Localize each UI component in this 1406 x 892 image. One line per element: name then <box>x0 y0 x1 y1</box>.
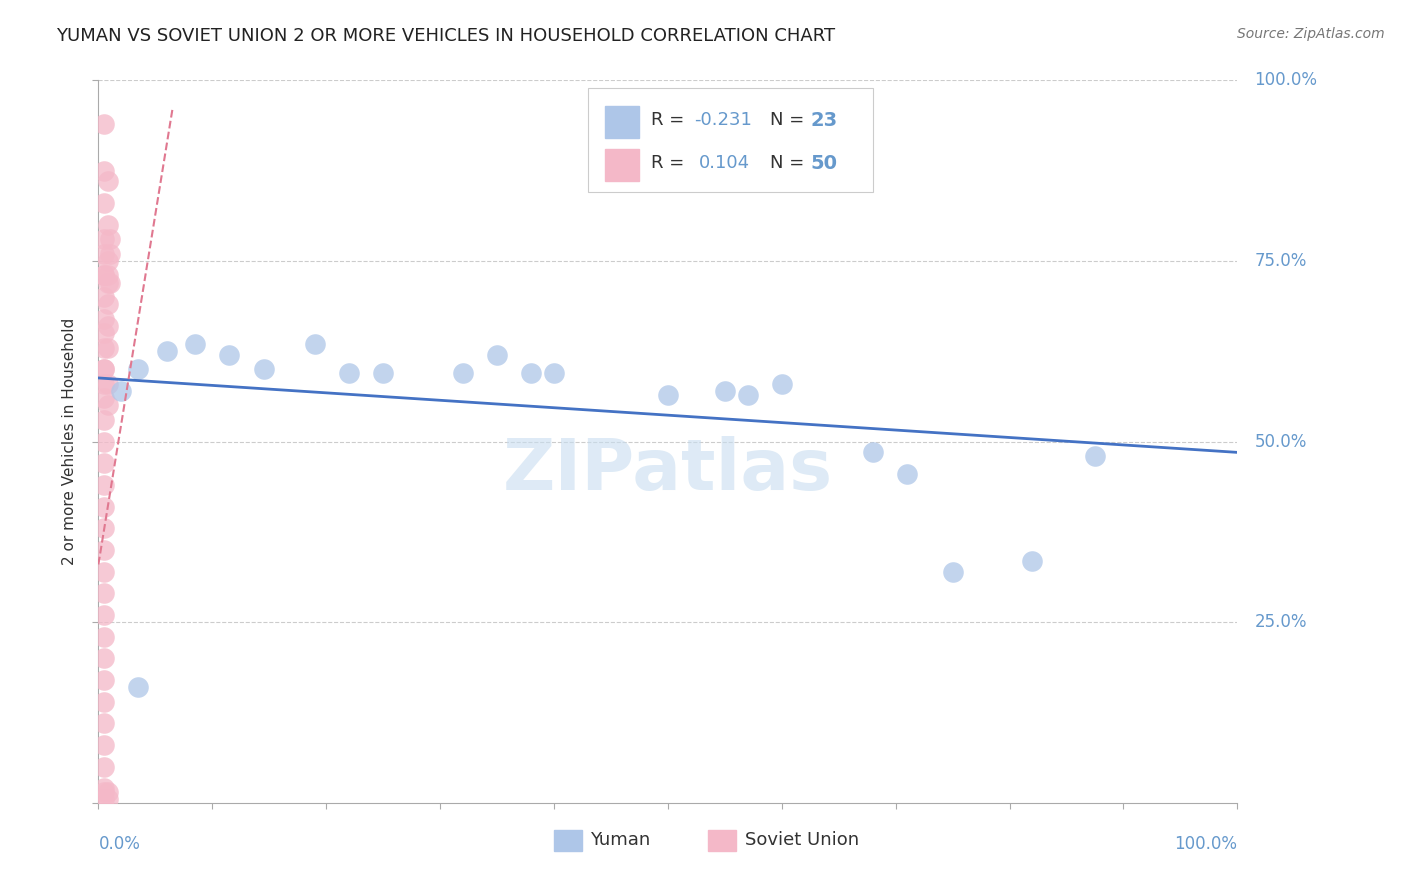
Point <box>770 376 793 391</box>
Point <box>127 680 149 694</box>
Text: Yuman: Yuman <box>591 831 651 849</box>
Point <box>93 434 115 449</box>
Point <box>98 232 121 246</box>
Point <box>714 384 737 398</box>
Point <box>96 218 118 232</box>
Point <box>1084 449 1107 463</box>
Point <box>98 246 121 260</box>
Point <box>93 792 115 806</box>
Point <box>96 376 118 391</box>
Text: 75.0%: 75.0% <box>1254 252 1306 270</box>
Point <box>96 318 118 333</box>
Text: N =: N = <box>770 154 810 172</box>
Point <box>896 467 918 481</box>
Point <box>93 607 115 622</box>
Point <box>93 651 115 665</box>
Point <box>93 326 115 340</box>
Text: 0.104: 0.104 <box>699 154 749 172</box>
Point <box>93 413 115 427</box>
Point <box>93 163 115 178</box>
Point <box>93 630 115 644</box>
Point <box>93 362 115 376</box>
Point <box>93 586 115 600</box>
Point <box>93 695 115 709</box>
Point <box>93 268 115 283</box>
Text: Source: ZipAtlas.com: Source: ZipAtlas.com <box>1237 27 1385 41</box>
FancyBboxPatch shape <box>588 87 873 193</box>
Text: 23: 23 <box>810 111 838 129</box>
Point <box>96 398 118 412</box>
Text: 25.0%: 25.0% <box>1254 613 1306 632</box>
Point <box>93 232 115 246</box>
Point <box>942 565 965 579</box>
Text: 0.0%: 0.0% <box>98 835 141 854</box>
Point <box>520 366 543 380</box>
Point <box>93 760 115 774</box>
Point <box>184 337 207 351</box>
Text: R =: R = <box>651 154 696 172</box>
Point <box>93 362 115 376</box>
Point <box>93 673 115 687</box>
Y-axis label: 2 or more Vehicles in Household: 2 or more Vehicles in Household <box>62 318 77 566</box>
FancyBboxPatch shape <box>707 830 737 851</box>
Point <box>304 337 326 351</box>
Text: 100.0%: 100.0% <box>1174 835 1237 854</box>
Point <box>96 268 118 283</box>
Point <box>93 521 115 535</box>
Point <box>93 500 115 514</box>
Point <box>96 341 118 355</box>
Point <box>862 445 884 459</box>
Point <box>337 366 360 380</box>
Point <box>451 366 474 380</box>
Text: ZIPatlas: ZIPatlas <box>503 436 832 505</box>
Text: -0.231: -0.231 <box>695 111 752 129</box>
Point <box>96 174 118 188</box>
Point <box>93 781 115 796</box>
Point <box>93 738 115 752</box>
Point <box>93 117 115 131</box>
Point <box>93 542 115 557</box>
Point <box>93 196 115 211</box>
FancyBboxPatch shape <box>554 830 582 851</box>
Point <box>657 387 679 401</box>
Text: R =: R = <box>651 111 690 129</box>
Point <box>486 348 509 362</box>
Text: 50.0%: 50.0% <box>1254 433 1306 450</box>
Point <box>371 366 394 380</box>
Text: N =: N = <box>770 111 810 129</box>
Point <box>98 276 121 290</box>
Point <box>543 366 565 380</box>
Point <box>156 344 179 359</box>
Text: YUMAN VS SOVIET UNION 2 OR MORE VEHICLES IN HOUSEHOLD CORRELATION CHART: YUMAN VS SOVIET UNION 2 OR MORE VEHICLES… <box>56 27 835 45</box>
Point <box>218 348 240 362</box>
Point <box>93 456 115 470</box>
Text: 100.0%: 100.0% <box>1254 71 1317 89</box>
Point <box>93 246 115 260</box>
Text: 50: 50 <box>810 153 837 173</box>
Point <box>252 362 274 376</box>
Text: Soviet Union: Soviet Union <box>745 831 859 849</box>
Point <box>96 792 118 806</box>
Point <box>93 311 115 326</box>
Point <box>96 785 118 799</box>
Point <box>93 391 115 405</box>
FancyBboxPatch shape <box>605 149 640 181</box>
Point <box>93 376 115 391</box>
FancyBboxPatch shape <box>605 105 640 138</box>
Point <box>93 478 115 492</box>
Point <box>96 253 118 268</box>
Point <box>110 384 132 398</box>
Point <box>96 297 118 311</box>
Point <box>127 362 149 376</box>
Point <box>93 565 115 579</box>
Point <box>93 785 115 799</box>
Point <box>737 387 759 401</box>
Point <box>93 268 115 283</box>
Point <box>93 290 115 304</box>
Point <box>96 276 118 290</box>
Point <box>93 716 115 731</box>
Point <box>93 341 115 355</box>
Point <box>1021 554 1043 568</box>
